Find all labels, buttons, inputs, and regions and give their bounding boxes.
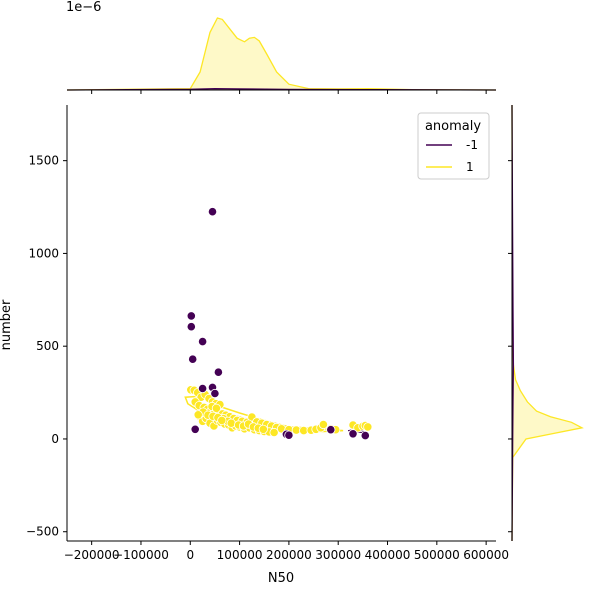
scatter-point (186, 322, 196, 332)
scatter-point (326, 425, 336, 435)
legend-title: anomaly (425, 119, 481, 134)
scatter-point (318, 419, 328, 430)
top-marginal-panel: 1e−6 (66, 0, 497, 94)
y-tick-label: 1500 (28, 154, 59, 168)
top-axis-offset-label: 1e−6 (66, 0, 101, 15)
x-tick-label: 400000 (365, 548, 411, 562)
x-tick-label: 100000 (217, 548, 263, 562)
scatter-point (198, 336, 208, 347)
right-marginal-fill (512, 105, 582, 541)
top-marginal-curve (66, 17, 497, 91)
scatter-point (193, 410, 203, 420)
x-tick-label: 600000 (463, 548, 509, 562)
scatter-point (190, 424, 200, 434)
x-tick-label: 0 (186, 548, 194, 562)
x-tick-label: 500000 (414, 548, 460, 562)
y-tick-label: 1000 (28, 246, 59, 260)
x-tick-label: −100000 (113, 548, 169, 562)
scatter-point (186, 311, 196, 321)
legend-label: 1 (466, 160, 474, 174)
x-tick-label: 200000 (266, 548, 312, 562)
x-tick-label: −200000 (64, 548, 120, 562)
scatter-point (211, 403, 221, 413)
y-tick-label: 0 (51, 432, 59, 446)
right-marginal-panel (508, 104, 584, 542)
scatter-point (198, 383, 208, 394)
scatter-point (360, 430, 370, 441)
legend-frame (417, 112, 490, 180)
scatter-point (348, 429, 358, 439)
x-axis-label: N50 (268, 571, 294, 586)
y-axis-label: number (0, 299, 14, 350)
legend: anomaly -1 1 (417, 112, 490, 180)
scatter-point (226, 418, 236, 428)
scatter-point (217, 415, 227, 425)
right-marginal-curve (511, 104, 584, 542)
scatter-point (188, 354, 198, 364)
scatter-point (213, 367, 223, 377)
scatter-point (284, 430, 294, 440)
scatter-point (269, 427, 279, 438)
scatter-point (210, 388, 220, 399)
scatter-point (258, 424, 268, 434)
top-marginal-fill (67, 18, 496, 90)
x-tick-label: 300000 (315, 548, 361, 562)
scatter-point (363, 422, 373, 432)
y-tick-label: 500 (36, 339, 59, 353)
y-tick-label: −500 (26, 525, 59, 539)
legend-label: -1 (466, 138, 478, 152)
main-plot-panel: −200000−100000 0 100000 200000 300000 400000 5… (0, 105, 509, 586)
scatter-point (207, 207, 218, 217)
